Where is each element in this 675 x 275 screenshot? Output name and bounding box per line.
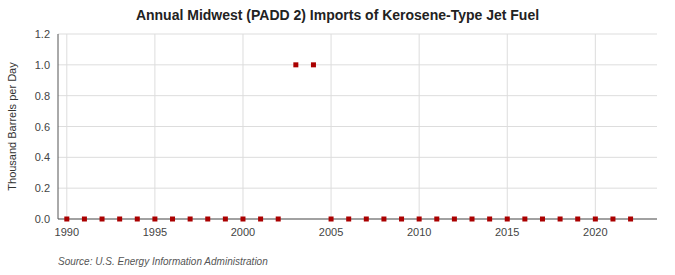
point — [152, 217, 157, 222]
point — [117, 217, 122, 222]
grid-line-x — [419, 34, 420, 219]
grid-line-x — [331, 34, 332, 219]
source-note: Source: U.S. Energy Information Administ… — [58, 256, 268, 267]
point — [593, 217, 598, 222]
grid-line-y — [58, 126, 657, 127]
title: Annual Midwest (PADD 2) Imports of Keros… — [136, 7, 539, 23]
grid-line-x — [66, 34, 67, 219]
point — [628, 217, 633, 222]
point — [575, 217, 580, 222]
grid-line-y — [58, 188, 657, 189]
x-tick-label: 1995 — [143, 226, 167, 238]
point — [558, 217, 563, 222]
point — [399, 217, 404, 222]
x-tick-label: 1990 — [55, 226, 79, 238]
points — [64, 62, 633, 221]
point — [610, 217, 615, 222]
point — [522, 217, 527, 222]
grid-line-x — [595, 34, 596, 219]
point — [470, 217, 475, 222]
point — [364, 217, 369, 222]
x-axis-line — [58, 219, 657, 220]
point — [276, 217, 281, 222]
y-tick-label: 0.2 — [35, 182, 50, 194]
grid-line-x — [242, 34, 243, 219]
y-tick-label: 0.6 — [35, 121, 50, 133]
point — [240, 217, 245, 222]
point — [205, 217, 210, 222]
point — [311, 62, 316, 67]
x-tick-label: 2015 — [495, 226, 519, 238]
point — [293, 62, 298, 67]
chart: Annual Midwest (PADD 2) Imports of Keros… — [0, 0, 675, 275]
point — [452, 217, 457, 222]
grid-line-y — [58, 157, 657, 158]
point — [100, 217, 105, 222]
axes: 0.0 0.2 0.4 0.6 0.8 1.0 1.2 1990 1995 2000 2005 201… — [35, 28, 657, 238]
grid-line-x — [154, 34, 155, 219]
y-axis-label: Thousand Barrels per Day — [6, 62, 18, 191]
point — [188, 217, 193, 222]
point — [487, 217, 492, 222]
point — [64, 217, 69, 222]
point — [258, 217, 263, 222]
grid-line-y — [58, 64, 657, 65]
point — [346, 217, 351, 222]
grid-line-x — [507, 34, 508, 219]
x-tick-label: 2020 — [583, 226, 607, 238]
point — [135, 217, 140, 222]
y-axis-line — [58, 34, 59, 219]
y-tick-label: 0.0 — [35, 213, 50, 225]
point — [82, 217, 87, 222]
point — [170, 217, 175, 222]
x-tick-label: 2010 — [407, 226, 431, 238]
y-tick-label: 1.0 — [35, 59, 50, 71]
x-tick-label: 2000 — [231, 226, 255, 238]
point — [505, 217, 510, 222]
point — [417, 217, 422, 222]
x-tick-label: 2005 — [319, 226, 343, 238]
y-tick-label: 1.2 — [35, 28, 50, 40]
grid-line-y — [58, 219, 657, 220]
grid-line-y — [58, 34, 657, 35]
y-tick-label: 0.4 — [35, 151, 50, 163]
grid — [58, 34, 657, 219]
y-tick-label: 0.8 — [35, 90, 50, 102]
point — [329, 217, 334, 222]
point — [540, 217, 545, 222]
grid-line-y — [58, 95, 657, 96]
chart-container: Annual Midwest (PADD 2) Imports of Keros… — [0, 0, 675, 275]
point — [381, 217, 386, 222]
point — [223, 217, 228, 222]
point — [434, 217, 439, 222]
